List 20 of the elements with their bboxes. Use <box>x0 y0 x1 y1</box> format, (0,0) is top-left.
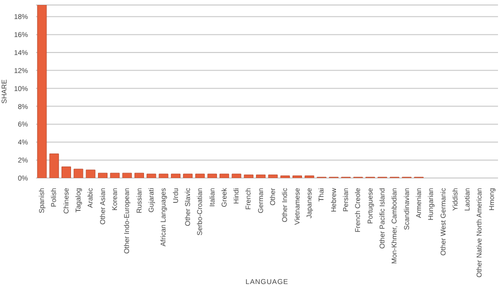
bar <box>146 174 156 178</box>
bar <box>256 174 266 178</box>
bar <box>268 174 278 178</box>
bar <box>207 174 217 178</box>
bar <box>74 168 84 178</box>
bar <box>134 172 144 178</box>
bar <box>62 166 72 178</box>
bar <box>158 174 168 178</box>
bar <box>49 154 59 178</box>
bar <box>37 5 47 178</box>
bar <box>110 172 120 178</box>
bar <box>86 170 96 178</box>
bar <box>195 174 205 178</box>
bar <box>220 174 230 178</box>
bar <box>244 174 254 178</box>
bar <box>232 174 242 178</box>
bar <box>98 172 108 178</box>
bar <box>183 174 193 178</box>
bar <box>122 172 132 178</box>
bar <box>170 174 180 178</box>
